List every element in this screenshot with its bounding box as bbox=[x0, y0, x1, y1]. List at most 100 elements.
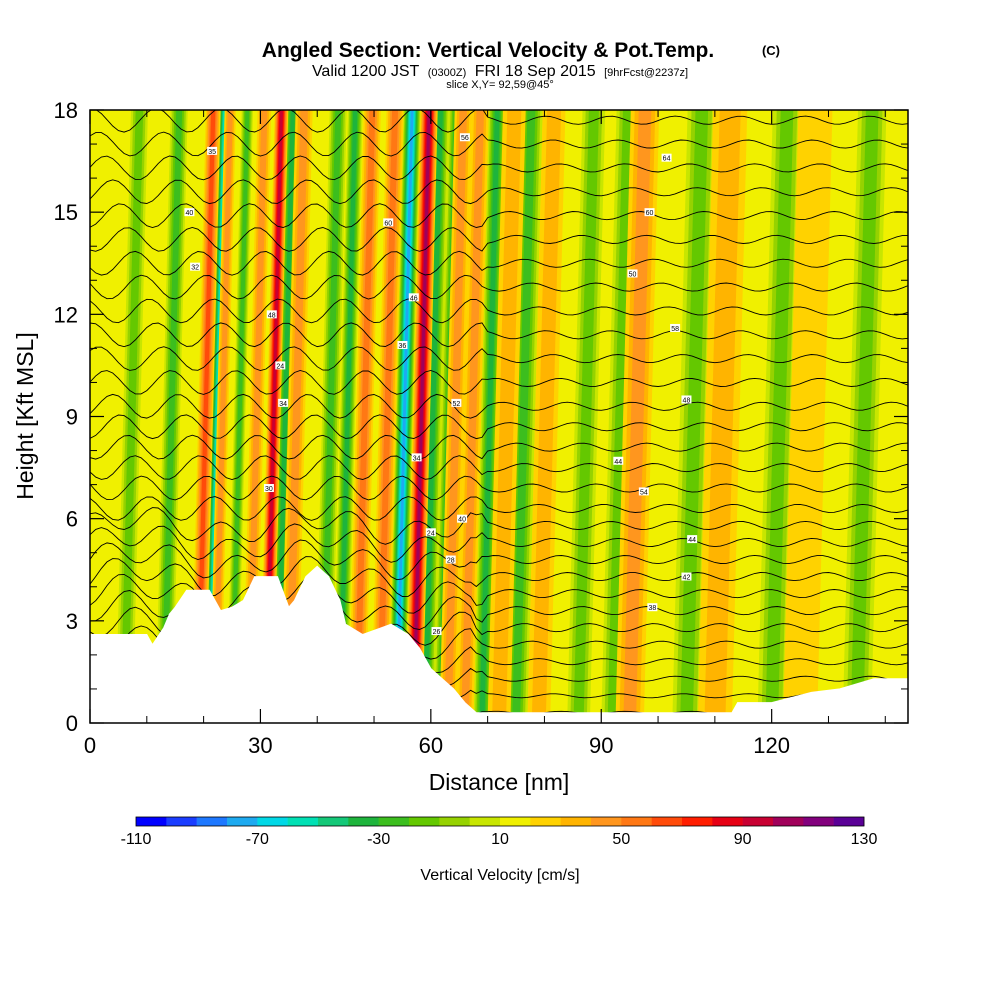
colorbar-swatch-13 bbox=[530, 817, 561, 826]
colorbar-swatch-19 bbox=[712, 817, 743, 826]
colorbar-frame bbox=[135, 816, 865, 827]
isentrope-line-8 bbox=[90, 556, 908, 597]
isentrope-line-14 bbox=[90, 455, 908, 480]
isentrope-label-bg-13 bbox=[431, 627, 442, 636]
updraft-band-11-level-2 bbox=[531, 110, 562, 723]
isentrope-label-bg-25 bbox=[681, 572, 692, 581]
updraft-band-7-level-9 bbox=[412, 110, 431, 723]
colorbar-tick-label-130: 130 bbox=[851, 831, 878, 848]
updraft-band-8-level-3 bbox=[444, 110, 467, 723]
isentrope-label-bg-2 bbox=[184, 208, 195, 217]
colorbar-swatch-3 bbox=[227, 817, 258, 826]
isentrope-label-bg-4 bbox=[275, 361, 286, 370]
isentrope-label-25: 42 bbox=[683, 575, 691, 582]
isentrope-labels: 32 35 40 48 24 34 30 60 46 36 34 24 28 26 56 52 40 64 60 50… bbox=[184, 133, 698, 636]
updraft-band-4-level-3 bbox=[285, 110, 308, 723]
isentrope-line-15 bbox=[90, 434, 908, 460]
chart-subtitle: Valid 1200 JST (0300Z) FRI 18 Sep 2015 [… bbox=[312, 63, 688, 80]
updraft-band-14-level-1 bbox=[783, 110, 833, 723]
isentrope-label-1: 35 bbox=[208, 149, 216, 156]
isentrope-line-26 bbox=[90, 179, 908, 205]
isentrope-label-11: 24 bbox=[427, 530, 435, 537]
isentrope-label-26: 38 bbox=[648, 605, 656, 612]
colorbar-tick-label-50: 50 bbox=[612, 831, 630, 848]
y-tick-label-12: 12 bbox=[54, 302, 78, 327]
downdraft-band-4-level-5 bbox=[275, 110, 295, 723]
colorbar-swatch-23 bbox=[833, 817, 865, 826]
isentrope-label-bg-14 bbox=[459, 133, 470, 142]
chart-title: Angled Section: Vertical Velocity & Pot.… bbox=[262, 39, 714, 62]
updraft-band-2-level-3 bbox=[246, 110, 268, 723]
isentrope-line-17 bbox=[90, 393, 908, 419]
colorbar: -110 -70 -30 10 50 90 130 bbox=[121, 816, 878, 848]
isentrope-line-16 bbox=[90, 414, 908, 440]
isentrope-label-bg-22 bbox=[613, 456, 624, 465]
isentrope-label-bg-19 bbox=[627, 269, 638, 278]
colorbar-swatch-22 bbox=[803, 817, 834, 826]
y-tick-label-3: 3 bbox=[66, 609, 78, 634]
isentrope-label-bg-8 bbox=[408, 293, 419, 302]
x-tick-label-60: 60 bbox=[419, 733, 443, 758]
downdraft-band-7-level-9 bbox=[395, 110, 414, 723]
isentrope-label-16: 40 bbox=[458, 517, 466, 524]
isentrope-label-bg-12 bbox=[445, 555, 456, 564]
isentrope-line-29 bbox=[95, 110, 908, 133]
isentrope-label-bg-5 bbox=[278, 398, 289, 407]
downdraft-band-13-level-3 bbox=[607, 110, 633, 723]
colorbar-swatch-18 bbox=[682, 817, 713, 826]
isentrope-line-11 bbox=[90, 507, 908, 545]
isentrope-line-9 bbox=[90, 539, 908, 581]
colorbar-swatch-14 bbox=[560, 817, 592, 826]
isentrope-label-24: 44 bbox=[688, 537, 696, 544]
isentrope-label-23: 54 bbox=[640, 489, 648, 496]
colorbar-swatch-21 bbox=[773, 817, 804, 826]
isentrope-label-bg-9 bbox=[397, 340, 408, 349]
isentrope-label-21: 48 bbox=[683, 397, 691, 404]
colorbar-swatch-11 bbox=[469, 817, 501, 826]
downdraft-band-15-level-3 bbox=[765, 110, 794, 723]
isentrope-label-12: 28 bbox=[447, 558, 455, 565]
terrain-mask bbox=[90, 565, 908, 723]
isentrope-label-19: 50 bbox=[629, 271, 637, 278]
isentrope-label-6: 30 bbox=[265, 486, 273, 493]
isentrope-label-4: 24 bbox=[276, 363, 284, 370]
isentrope-label-17: 64 bbox=[663, 156, 671, 163]
colorbar-swatch-5 bbox=[287, 817, 319, 826]
valid-time-local: Valid 1200 JST bbox=[312, 63, 420, 80]
isentrope-line-20 bbox=[90, 322, 908, 348]
isentrope-label-bg-3 bbox=[266, 310, 277, 319]
valid-time-utc: (0300Z) bbox=[428, 67, 467, 79]
isentrope-line-22 bbox=[90, 274, 908, 300]
isentrope-label-bg-6 bbox=[263, 484, 274, 493]
isentrope-label-bg-11 bbox=[425, 528, 436, 537]
isentrope-label-bg-15 bbox=[451, 398, 462, 407]
downdraft-band-0-level-3 bbox=[120, 110, 144, 723]
isentrope-line-19 bbox=[90, 346, 908, 371]
downdraft-band-16-level-3 bbox=[850, 110, 879, 723]
x-tick-label-90: 90 bbox=[589, 733, 613, 758]
y-tick-label-0: 0 bbox=[66, 711, 78, 736]
colorbar-label: Vertical Velocity [cm/s] bbox=[420, 867, 579, 884]
updraft-band-6-level-4 bbox=[376, 110, 399, 723]
isentrope-label-bg-24 bbox=[687, 535, 698, 544]
updraft-band-10-level-2 bbox=[492, 110, 522, 723]
colorbar-swatch-20 bbox=[742, 817, 774, 826]
valid-date: FRI 18 Sep 2015 bbox=[475, 63, 596, 80]
isentrope-label-2: 40 bbox=[186, 210, 194, 217]
downdraft-band-10-level-5 bbox=[479, 110, 500, 723]
chart-title-unit: (C) bbox=[762, 43, 780, 58]
x-axis-title: Distance [nm] bbox=[429, 769, 570, 795]
isentrope-label-15: 52 bbox=[452, 401, 460, 408]
x-tick-label-30: 30 bbox=[248, 733, 272, 758]
isentrope-label-7: 60 bbox=[384, 220, 392, 227]
y-tick-label-15: 15 bbox=[54, 200, 78, 225]
isentrope-line-18 bbox=[90, 370, 908, 395]
isentrope-line-24 bbox=[90, 227, 908, 252]
downdraft-band-3-level-4 bbox=[230, 110, 250, 723]
colorbar-swatch-1 bbox=[166, 817, 197, 826]
downdraft-band-1-level-4 bbox=[160, 110, 183, 723]
colorbar-tick-label--70: -70 bbox=[246, 831, 269, 848]
colorbar-tick-label--110: -110 bbox=[121, 831, 152, 848]
isentrope-label-3: 48 bbox=[268, 312, 276, 319]
